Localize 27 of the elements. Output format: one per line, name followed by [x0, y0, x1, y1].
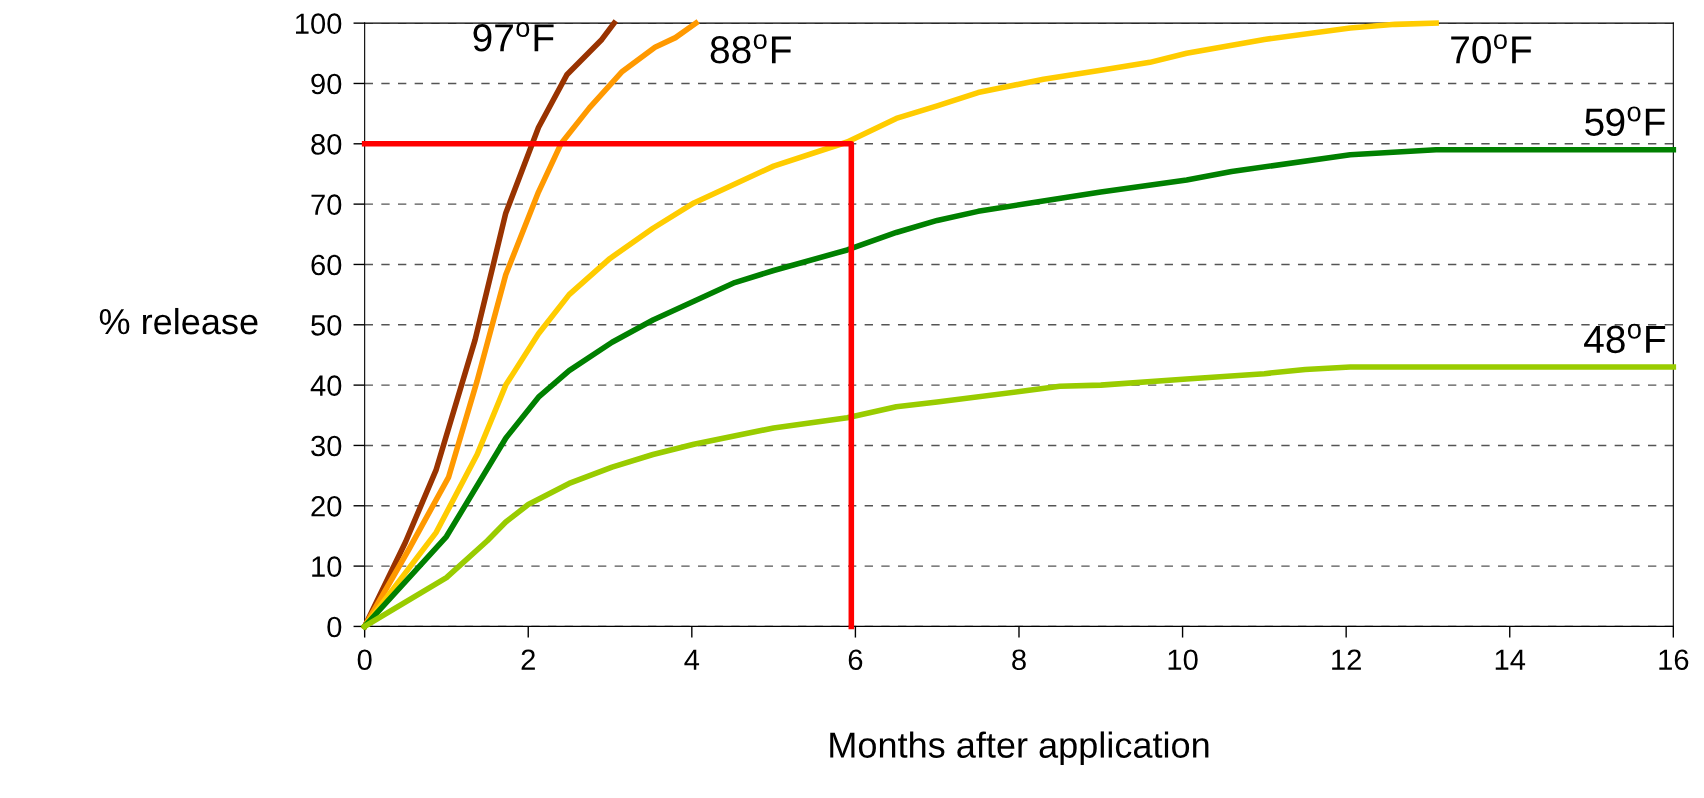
series-label: 88$^{o}$F	[710, 34, 791, 64]
y-tick-label: 50	[311, 314, 342, 336]
series-label: 70$^{o}$F	[1451, 34, 1532, 64]
y-axis-title: % release	[99, 307, 258, 335]
y-tick-label: 80	[311, 134, 342, 155]
y-tick-label: 60	[311, 254, 342, 276]
series-label: 59$^{o}$F	[1585, 106, 1665, 136]
y-tick-label: 10	[312, 556, 342, 577]
y-tick-label: 100	[296, 13, 342, 34]
x-tick-label: 14	[1495, 649, 1526, 670]
x-tick-label: 2	[521, 649, 535, 670]
series-label: 97$^{o}$F	[473, 22, 554, 52]
x-tick-label: 10	[1168, 649, 1198, 671]
y-tick-label: 0	[327, 616, 342, 638]
y-tick-label: 30	[311, 435, 342, 457]
x-tick-label: 12	[1332, 649, 1361, 670]
x-tick-label: 16	[1659, 649, 1689, 671]
y-tick-label: 70	[311, 194, 342, 215]
y-tick-label: 40	[310, 375, 342, 396]
x-tick-label: 8	[1012, 649, 1026, 671]
x-tick-label: 0	[357, 649, 372, 671]
x-tick-label: 6	[848, 649, 863, 671]
y-tick-label: 20	[311, 495, 342, 517]
series-label: 48$^{o}$F	[1584, 323, 1666, 354]
y-tick-label: 90	[311, 73, 342, 95]
x-tick-label: 4	[684, 649, 700, 670]
x-axis-title: Months after application	[830, 731, 1209, 766]
